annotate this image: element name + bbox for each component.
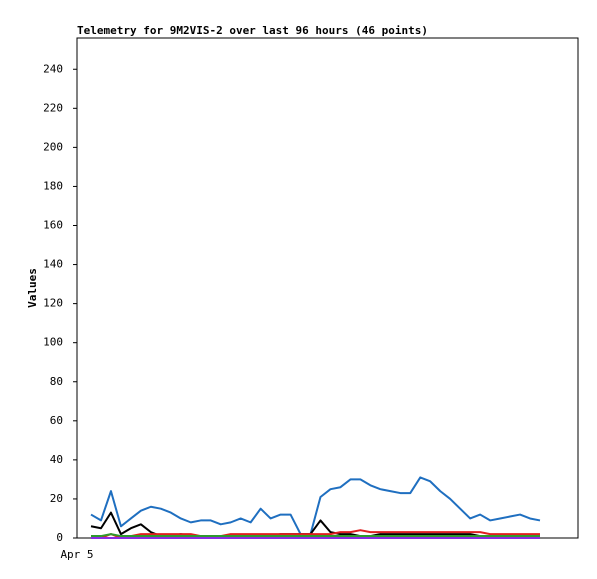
y-tick-label: 140 bbox=[43, 258, 63, 271]
series-line bbox=[90, 476, 541, 536]
y-tick-label: 20 bbox=[50, 492, 63, 505]
y-tick-label: 220 bbox=[43, 101, 63, 114]
plot-frame bbox=[76, 37, 579, 539]
chart-title: Telemetry for 9M2VIS-2 over last 96 hour… bbox=[77, 24, 428, 37]
series-line bbox=[91, 529, 540, 539]
y-tick-label: 40 bbox=[50, 453, 63, 466]
y-tick-label: 200 bbox=[43, 140, 63, 153]
y-axis-label: Values bbox=[26, 268, 39, 308]
y-tick-label: 160 bbox=[43, 219, 63, 232]
y-tick-label: 80 bbox=[50, 375, 63, 388]
y-tick-label: 0 bbox=[56, 531, 63, 544]
y-tick-label: 100 bbox=[43, 336, 63, 349]
x-tick-label: Apr 5 bbox=[60, 548, 93, 561]
y-tick-label: 60 bbox=[50, 414, 63, 427]
y-tick-label: 120 bbox=[43, 297, 63, 310]
series-line bbox=[91, 533, 540, 538]
y-tick-label: 240 bbox=[43, 62, 63, 75]
y-tick-label: 180 bbox=[43, 179, 63, 192]
